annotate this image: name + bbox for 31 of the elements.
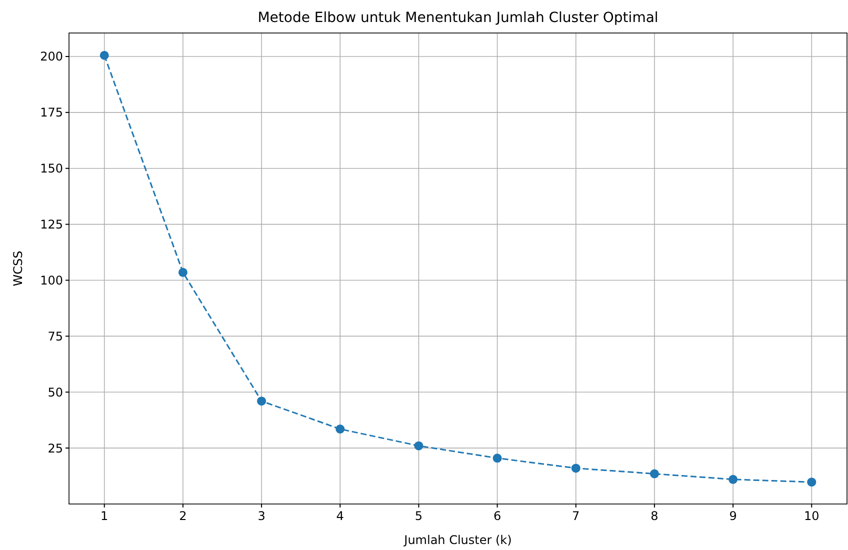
point: [492, 454, 502, 463]
y-tick-label: 25: [48, 441, 63, 456]
point: [807, 478, 816, 487]
y-tick-label: 150: [40, 162, 63, 176]
x-tick-label: 8: [650, 509, 658, 523]
y-tick-label: 125: [40, 218, 63, 232]
y-tick-label: 50: [48, 385, 63, 400]
x-tick-label: 6: [493, 509, 502, 523]
x-tick-label: 3: [258, 509, 266, 523]
point: [728, 474, 738, 484]
x-tick-label: 9: [729, 509, 737, 523]
y-tick-label: 200: [40, 50, 63, 64]
x-axis-title: Jumlah Cluster (k): [403, 533, 512, 547]
point: [178, 268, 188, 277]
x-tick-label: 4: [336, 509, 344, 523]
point: [414, 441, 424, 450]
chart-title: Metode Elbow untuk Menentukan Jumlah Cluster Optimal: [258, 10, 658, 26]
y-tick-label: 75: [48, 329, 63, 344]
point: [257, 396, 266, 406]
x-tick-label: 7: [572, 509, 580, 523]
point: [650, 469, 659, 478]
x-tick-label: 2: [179, 509, 187, 523]
x-tick-label: 10: [804, 509, 820, 523]
y-tick-label: 175: [40, 106, 63, 120]
y-tick-label: 100: [40, 273, 63, 288]
point: [336, 424, 345, 434]
x-tick-label: 1: [100, 509, 108, 523]
point: [571, 464, 580, 473]
y-axis-title: WCSS: [11, 250, 25, 286]
point: [100, 50, 109, 60]
x-tick-label: 5: [414, 509, 423, 523]
